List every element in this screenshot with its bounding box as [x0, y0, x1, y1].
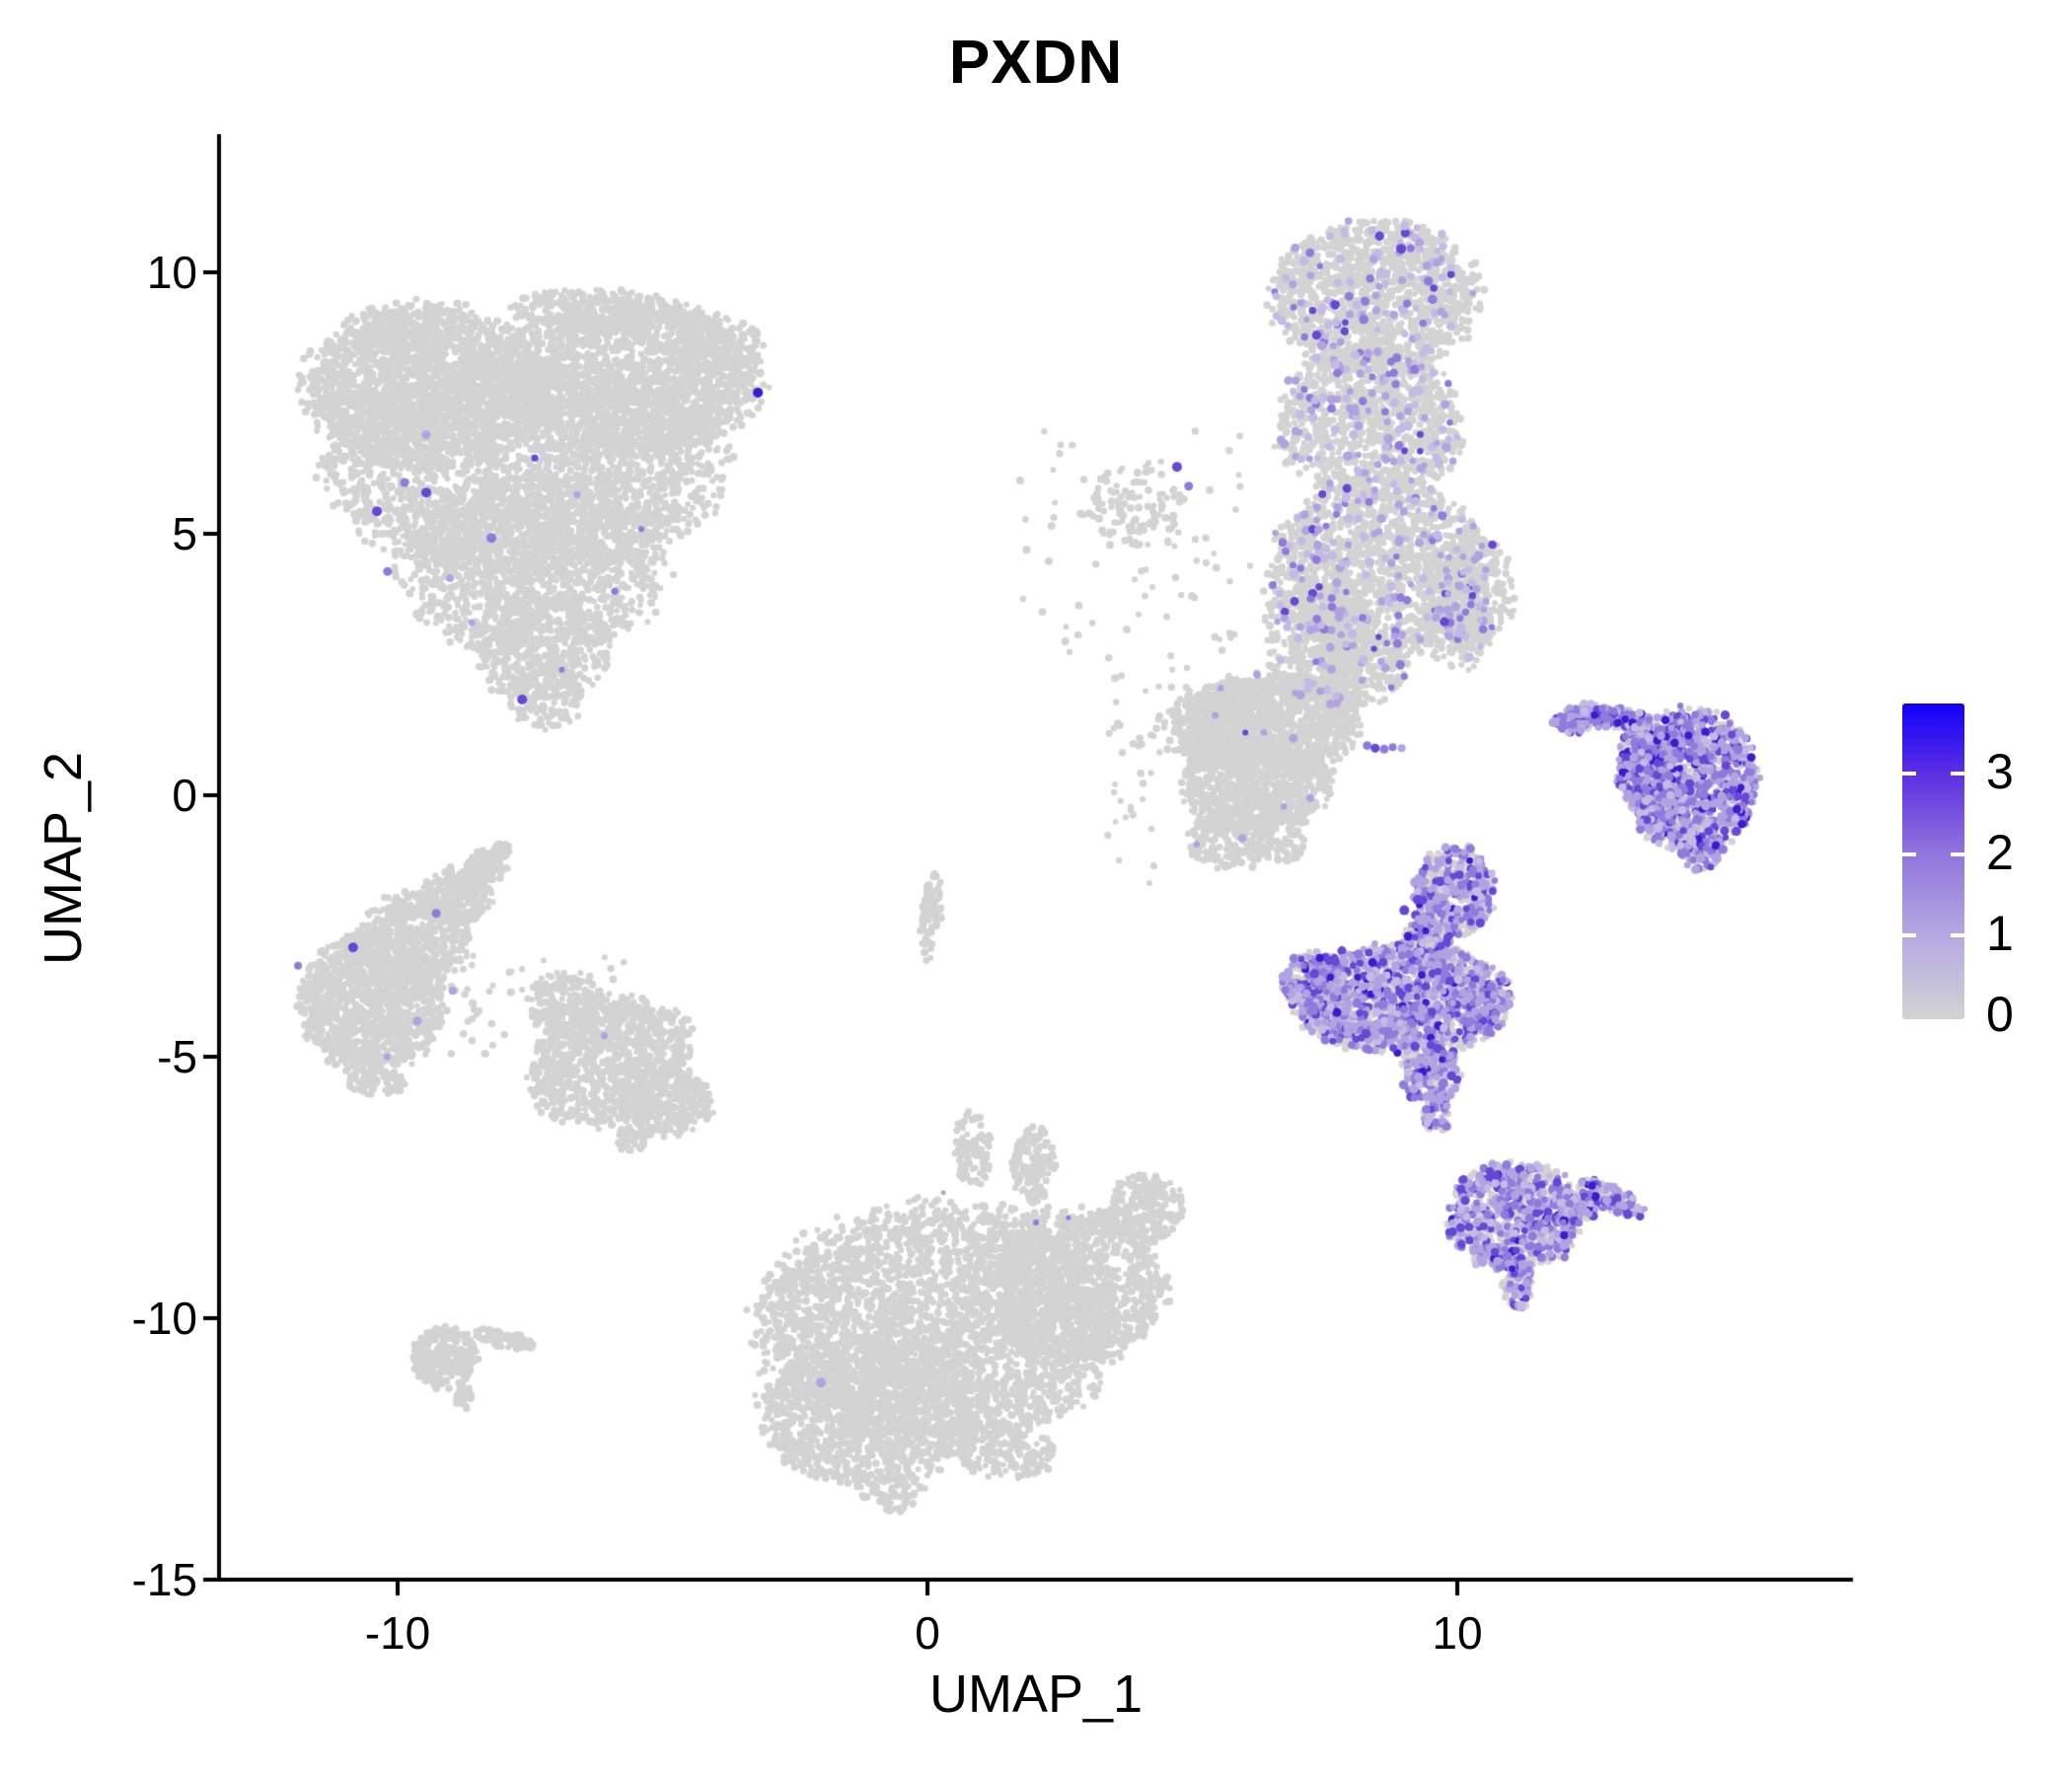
legend-tick-label: 3: [1986, 744, 2014, 799]
y-tick-label: 5: [172, 508, 197, 559]
x-axis-title: UMAP_1: [928, 1665, 1144, 1724]
plot-title: PXDN: [948, 29, 1124, 97]
colorbar-notch: [1902, 933, 1916, 937]
x-tick-label: -10: [364, 1607, 431, 1659]
y-tick-label: -5: [157, 1031, 197, 1082]
colorbar-notch: [1951, 772, 1964, 776]
y-tick-label: 10: [146, 247, 197, 298]
colorbar-notch: [1951, 933, 1964, 937]
legend-tick-label: 0: [1986, 987, 2014, 1042]
colorbar-notch: [1951, 852, 1964, 856]
y-tick-label: -15: [131, 1554, 197, 1605]
colorbar-gradient: [1902, 703, 1964, 1019]
x-tick-label: 0: [915, 1607, 940, 1659]
y-tick-label: 0: [172, 770, 197, 821]
x-tick-label: 10: [1432, 1607, 1483, 1659]
legend-tick-label: 1: [1986, 906, 2014, 961]
legend-tick-label: 2: [1986, 825, 2014, 880]
colorbar-notch: [1902, 852, 1916, 856]
colorbar-notch: [1902, 772, 1916, 776]
y-tick-label: -10: [131, 1293, 197, 1344]
